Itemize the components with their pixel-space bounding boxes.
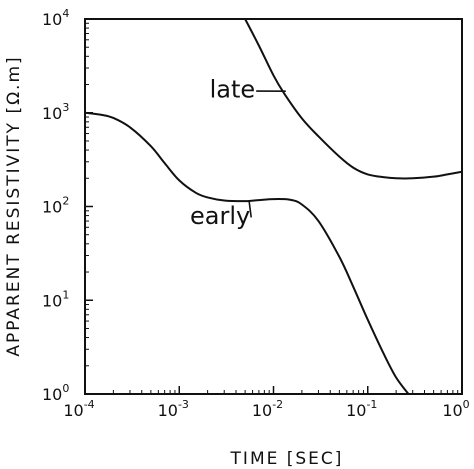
x-tick-label: 10-1 bbox=[346, 398, 377, 420]
x-axis-title: TIME [SEC] bbox=[230, 449, 344, 469]
x-tick-label: 10-3 bbox=[158, 398, 189, 420]
series-line-early bbox=[85, 111, 410, 394]
annotation-layer: late early bbox=[190, 76, 286, 230]
x-tick-label: 10-4 bbox=[63, 398, 94, 420]
annotation-early: early bbox=[190, 202, 250, 230]
series-line-late bbox=[244, 19, 462, 180]
y-axis-ticks: 100 101 102 103 104 bbox=[42, 7, 93, 404]
y-tick-label: 102 bbox=[42, 195, 69, 217]
x-axis-ticks: 10-4 10-3 10-2 10-1 100 bbox=[63, 386, 470, 420]
series-layer bbox=[85, 19, 462, 394]
x-tick-label: 10-2 bbox=[252, 398, 283, 420]
x-tick-label: 100 bbox=[442, 398, 469, 420]
y-tick-label: 104 bbox=[42, 7, 69, 29]
annotation-leader-early bbox=[248, 200, 253, 218]
y-tick-label: 100 bbox=[42, 382, 69, 404]
y-axis-title: APPARENT RESISTIVITY [Ω.m] bbox=[4, 55, 24, 356]
annotation-late: late bbox=[210, 76, 256, 104]
y-tick-label: 101 bbox=[42, 288, 69, 310]
y-tick-label: 103 bbox=[42, 101, 69, 123]
